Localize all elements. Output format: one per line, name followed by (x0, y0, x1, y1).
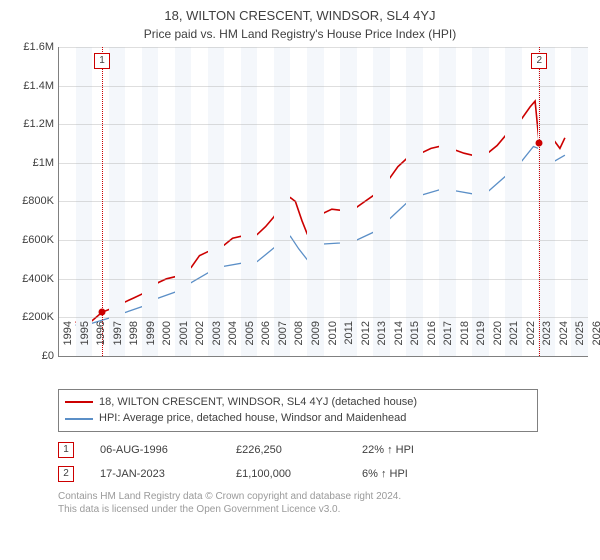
sale-row: 1 06-AUG-1996 £226,250 22% ↑ HPI (58, 442, 588, 458)
sale-row-badge: 1 (58, 442, 74, 458)
x-tick-label: 2020 (492, 321, 504, 361)
chart-title: 18, WILTON CRESCENT, WINDSOR, SL4 4YJ (12, 8, 588, 25)
legend-swatch (65, 418, 93, 420)
footer-attribution: Contains HM Land Registry data © Crown c… (58, 490, 588, 517)
gridline (59, 47, 588, 48)
legend-item: HPI: Average price, detached house, Wind… (65, 410, 531, 427)
sale-price: £1,100,000 (236, 468, 336, 480)
chart-container: 18, WILTON CRESCENT, WINDSOR, SL4 4YJ Pr… (0, 0, 600, 560)
x-tick-label: 1998 (128, 321, 140, 361)
gridline (59, 279, 588, 280)
y-tick-label: £1M (12, 157, 54, 169)
x-tick-label: 2006 (260, 321, 272, 361)
x-tick-label: 2003 (211, 321, 223, 361)
legend-swatch (65, 401, 93, 403)
legend-box: 18, WILTON CRESCENT, WINDSOR, SL4 4YJ (d… (58, 389, 538, 432)
x-tick-label: 2016 (426, 321, 438, 361)
x-tick-label: 2007 (277, 321, 289, 361)
y-tick-label: £1.6M (12, 41, 54, 53)
x-tick-label: 2015 (409, 321, 421, 361)
y-tick-label: £600K (12, 234, 54, 246)
legend-item: 18, WILTON CRESCENT, WINDSOR, SL4 4YJ (d… (65, 394, 531, 411)
x-tick-label: 1996 (95, 321, 107, 361)
y-tick-label: £800K (12, 195, 54, 207)
x-tick-label: 1994 (62, 321, 74, 361)
gridline (59, 240, 588, 241)
gridline (59, 201, 588, 202)
y-tick-label: £400K (12, 273, 54, 285)
sale-marker-dot (98, 309, 105, 316)
x-tick-label: 2009 (310, 321, 322, 361)
x-tick-label: 2000 (161, 321, 173, 361)
x-tick-label: 1999 (145, 321, 157, 361)
sale-row: 2 17-JAN-2023 £1,100,000 6% ↑ HPI (58, 466, 588, 482)
x-tick-label: 2013 (376, 321, 388, 361)
x-tick-label: 2005 (244, 321, 256, 361)
sale-delta: 6% ↑ HPI (362, 468, 408, 480)
sale-date: 17-JAN-2023 (100, 468, 210, 480)
gridline (59, 86, 588, 87)
y-tick-label: £0 (12, 350, 54, 362)
x-tick-label: 2012 (360, 321, 372, 361)
gridline (59, 124, 588, 125)
sale-marker-dot (536, 140, 543, 147)
y-tick-label: £200K (12, 311, 54, 323)
x-tick-label: 2023 (541, 321, 553, 361)
x-tick-label: 2008 (293, 321, 305, 361)
chart-area: 12 £0£200K£400K£600K£800K£1M£1.2M£1.4M£1… (12, 47, 588, 385)
sale-date: 06-AUG-1996 (100, 444, 210, 456)
sale-price: £226,250 (236, 444, 336, 456)
legend-label: HPI: Average price, detached house, Wind… (99, 410, 406, 427)
sale-marker-badge: 2 (531, 53, 547, 69)
x-tick-label: 2002 (194, 321, 206, 361)
x-tick-label: 1997 (112, 321, 124, 361)
sale-marker-badge: 1 (94, 53, 110, 69)
sale-marker-line (539, 47, 540, 356)
y-tick-label: £1.2M (12, 118, 54, 130)
sale-row-badge: 2 (58, 466, 74, 482)
gridline (59, 163, 588, 164)
x-tick-label: 2004 (227, 321, 239, 361)
x-tick-label: 2022 (525, 321, 537, 361)
sales-table: 1 06-AUG-1996 £226,250 22% ↑ HPI 2 17-JAN-202… (58, 442, 588, 482)
x-tick-label: 2001 (178, 321, 190, 361)
x-tick-label: 2025 (574, 321, 586, 361)
x-tick-label: 2014 (393, 321, 405, 361)
x-tick-label: 2019 (475, 321, 487, 361)
x-tick-label: 2017 (442, 321, 454, 361)
footer-line-1: Contains HM Land Registry data © Crown c… (58, 490, 588, 504)
y-tick-label: £1.4M (12, 80, 54, 92)
plot-region: 12 (58, 47, 588, 357)
gridline (59, 317, 588, 318)
x-tick-label: 1995 (79, 321, 91, 361)
x-tick-label: 2010 (327, 321, 339, 361)
x-tick-label: 2024 (558, 321, 570, 361)
footer-line-2: This data is licensed under the Open Gov… (58, 503, 588, 517)
x-tick-label: 2021 (508, 321, 520, 361)
chart-subtitle: Price paid vs. HM Land Registry's House … (12, 27, 588, 41)
sale-delta: 22% ↑ HPI (362, 444, 414, 456)
x-tick-label: 2026 (591, 321, 600, 361)
x-tick-label: 2018 (459, 321, 471, 361)
legend-label: 18, WILTON CRESCENT, WINDSOR, SL4 4YJ (d… (99, 394, 417, 411)
x-tick-label: 2011 (343, 321, 355, 361)
